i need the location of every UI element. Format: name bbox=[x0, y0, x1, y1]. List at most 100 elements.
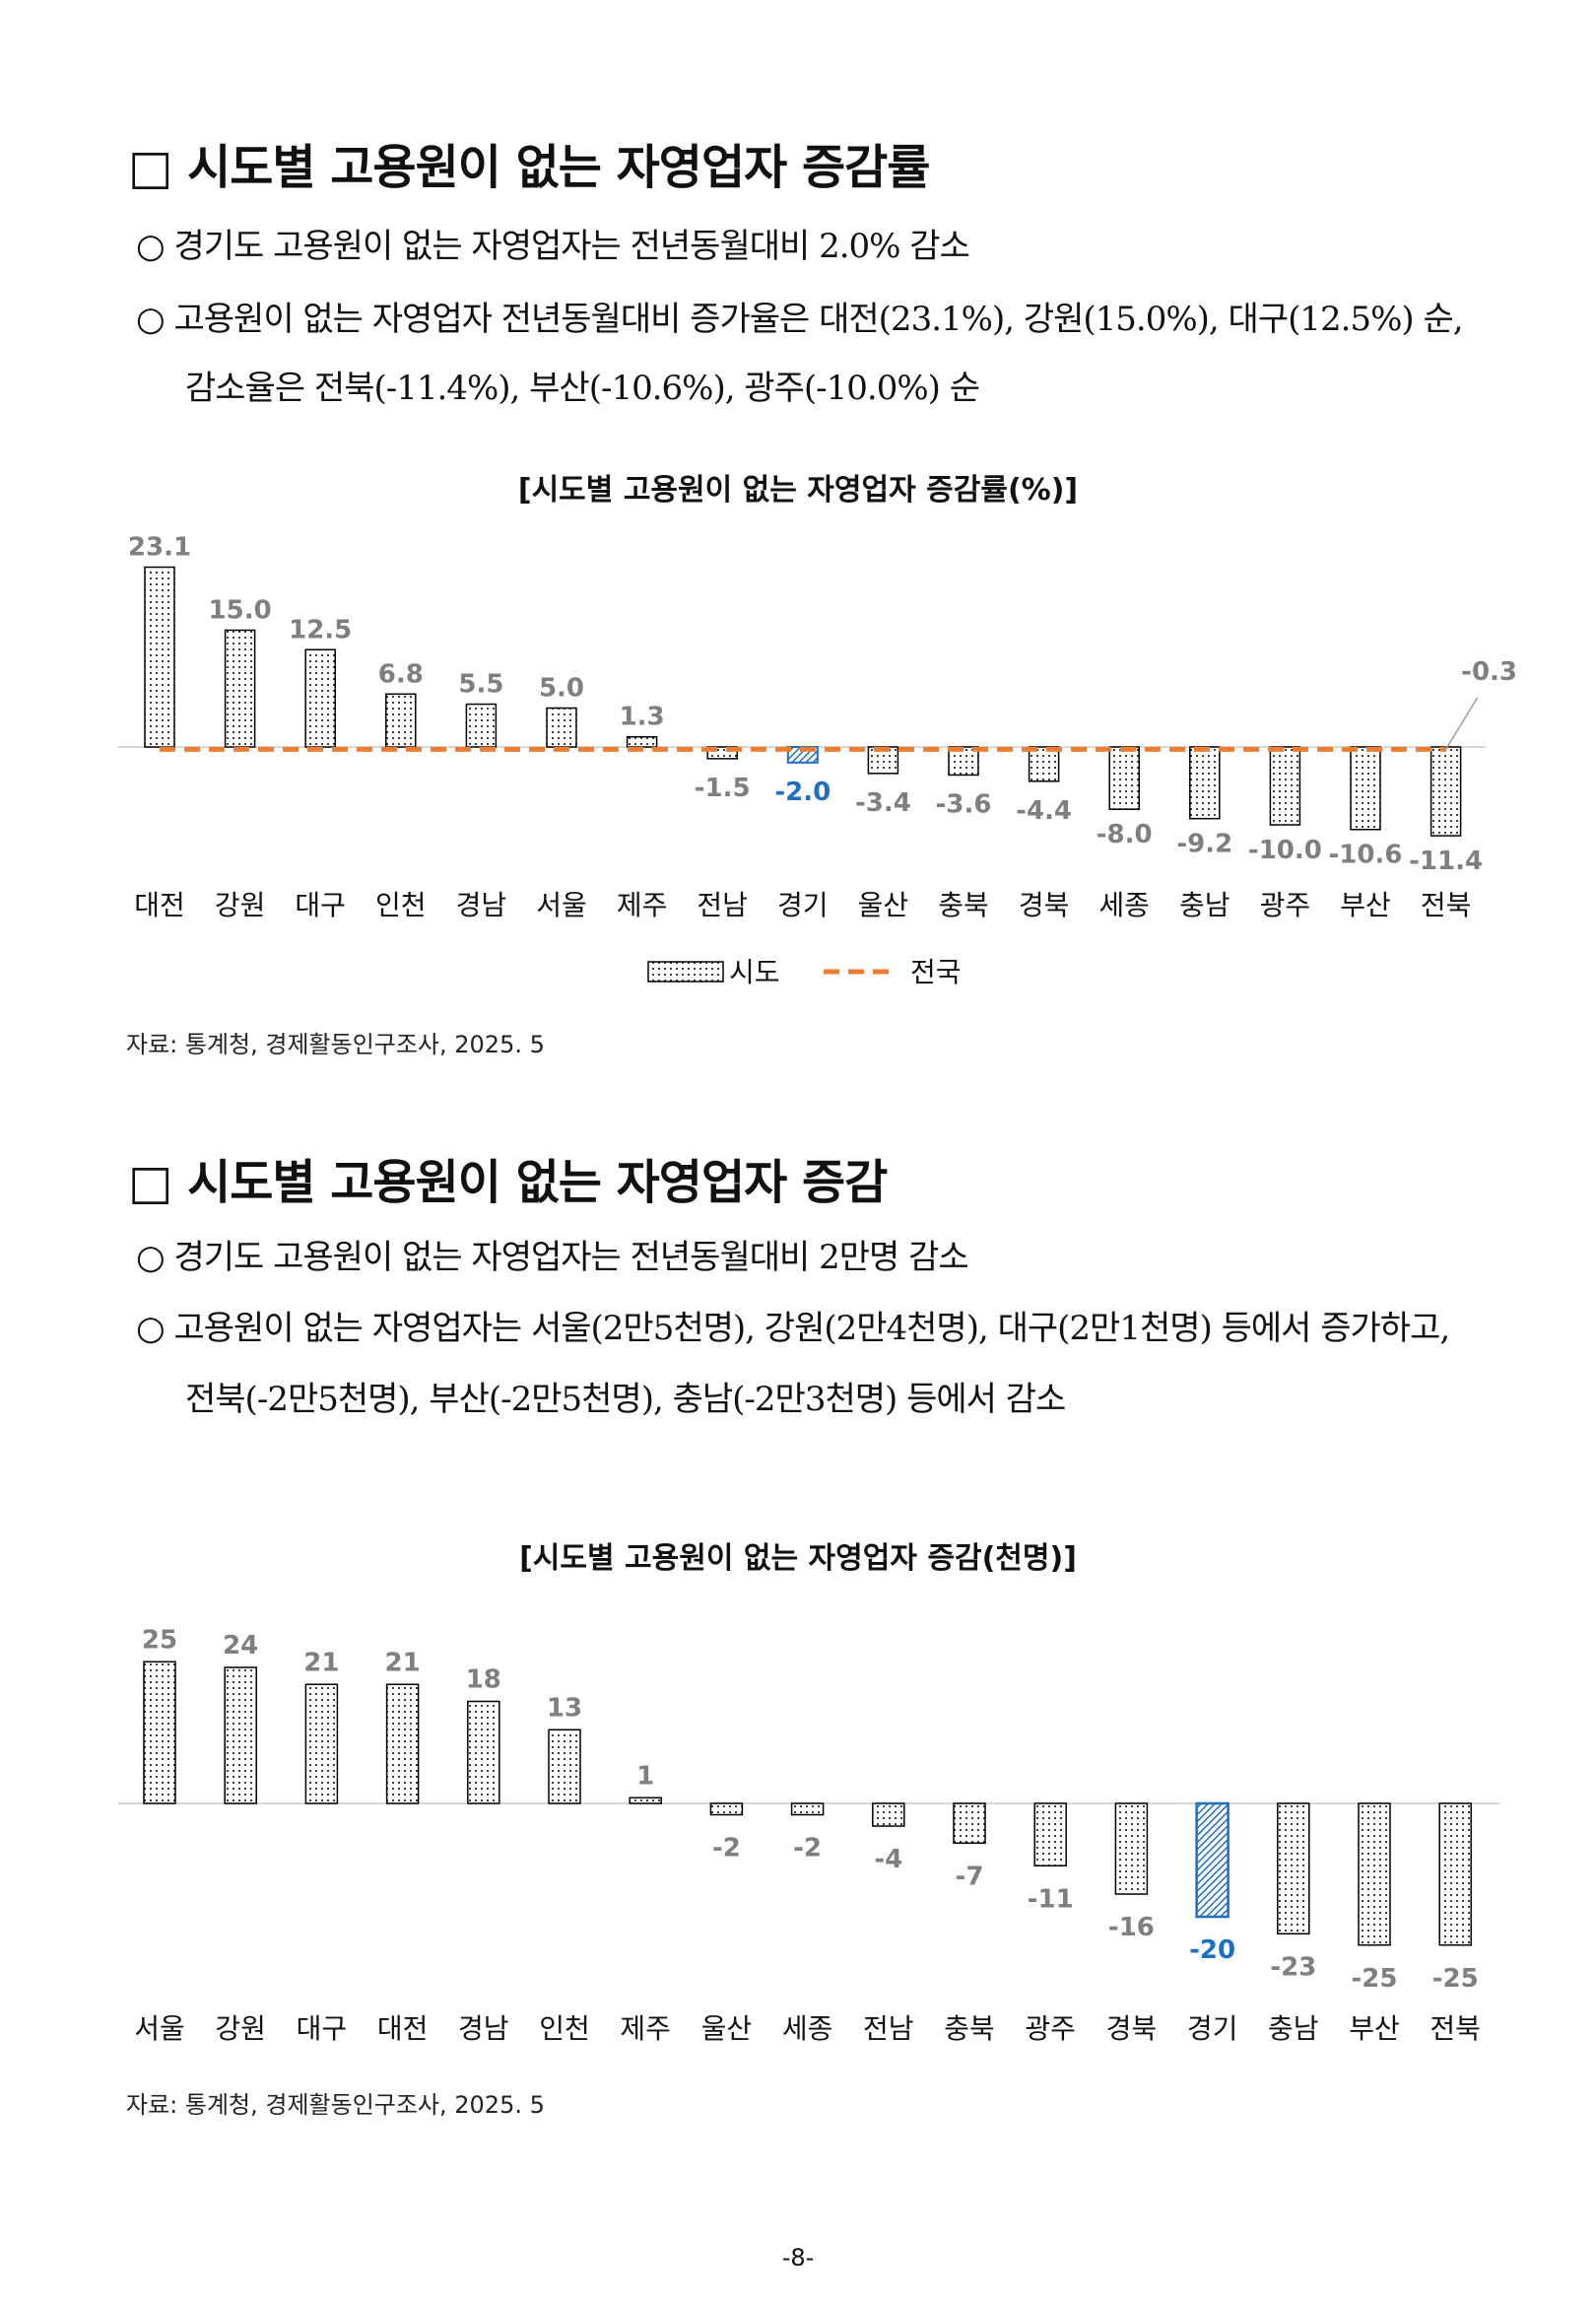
chart2-category-label-충남: 충남 bbox=[1268, 2012, 1319, 2045]
chart2-category-label-경남: 경남 bbox=[458, 2012, 509, 2045]
chart2-data-label-서울: 25 bbox=[142, 1625, 177, 1655]
chart2-bar-경남 bbox=[467, 1700, 500, 1804]
chart2-data-label-경남: 18 bbox=[466, 1665, 501, 1695]
chart1-category-label-경북: 경북 bbox=[1019, 889, 1070, 921]
chart2-data-label-전북: -25 bbox=[1432, 1964, 1479, 1994]
chart1-category-label-대구: 대구 bbox=[295, 889, 346, 921]
chart2-category-label-서울: 서울 bbox=[134, 2012, 185, 2045]
chart1-bar-세종 bbox=[1108, 746, 1140, 810]
chart1-category-label-광주: 광주 bbox=[1260, 889, 1311, 921]
chart1-data-label-전북: -11.4 bbox=[1409, 847, 1483, 876]
chart2-bar-울산 bbox=[709, 1802, 744, 1816]
chart2-bar-경기 bbox=[1195, 1801, 1230, 1919]
chart2-data-label-대구: 21 bbox=[303, 1648, 339, 1677]
chart1-data-label-경북: -4.4 bbox=[1016, 796, 1072, 826]
chart2-data-label-충북: -7 bbox=[956, 1862, 984, 1891]
chart1-national-leader bbox=[1444, 697, 1479, 750]
chart2-bar-제주 bbox=[629, 1797, 662, 1804]
chart2-category-label-제주: 제주 bbox=[620, 2012, 671, 2045]
chart1-legend-sido: 시도 bbox=[729, 956, 780, 988]
chart2-bar-인천 bbox=[548, 1729, 581, 1804]
chart2-category-label-경북: 경북 bbox=[1106, 2012, 1158, 2045]
chart1-rate-chart: 23.1 대전 15.0 강원 12.5 대구 6.8 인천 5.5 경남 5.0 서울 1.3 제주 -1… bbox=[118, 533, 1517, 988]
chart1-data-label-서울: 5.0 bbox=[539, 674, 584, 704]
chart2-bar-강원 bbox=[224, 1666, 257, 1804]
chart1-bar-대전 bbox=[144, 566, 175, 748]
chart1-category-label-경기: 경기 bbox=[777, 889, 829, 921]
chart1-category-label-충남: 충남 bbox=[1179, 889, 1230, 921]
chart2-data-label-전남: -4 bbox=[874, 1845, 902, 1874]
chart1-national-label: -0.3 bbox=[1461, 657, 1517, 687]
chart1-data-label-경남: 5.5 bbox=[458, 670, 503, 700]
chart1-legend-national: 전국 bbox=[910, 956, 962, 988]
chart2-bar-세종 bbox=[790, 1802, 825, 1816]
section2-source: 자료: 통계청, 경제활동인구조사, 2025. 5 bbox=[126, 2091, 545, 2119]
chart1-bar-전남 bbox=[706, 746, 738, 760]
section2-bullet-1: ○ 경기도 고용원이 없는 자영업자는 전년동월대비 2만명 감소 bbox=[136, 1238, 969, 1277]
chart2-data-label-부산: -25 bbox=[1352, 1964, 1398, 1994]
chart1-title: [시도별 고용원이 없는 자영업자 증감률(%)] bbox=[517, 473, 1079, 508]
chart2-data-label-인천: 13 bbox=[547, 1693, 582, 1723]
chart1-category-label-경남: 경남 bbox=[456, 889, 507, 921]
chart1-data-label-경기: -2.0 bbox=[774, 778, 831, 807]
chart2-category-label-대구: 대구 bbox=[297, 2012, 348, 2045]
chart2-bar-부산 bbox=[1358, 1802, 1391, 1946]
chart1-bar-광주 bbox=[1269, 746, 1301, 826]
chart2-category-label-광주: 광주 bbox=[1025, 2012, 1076, 2045]
chart2-category-label-세종: 세종 bbox=[782, 2012, 833, 2045]
section1-source: 자료: 통계청, 경제활동인구조사, 2025. 5 bbox=[126, 1031, 545, 1058]
section2-bullet-2-cont: 전북(-2만5천명), 부산(-2만5천명), 충남(-2만3천명) 등에서 감… bbox=[185, 1380, 1066, 1419]
chart2-data-label-광주: -11 bbox=[1028, 1884, 1074, 1914]
chart1-category-label-충북: 충북 bbox=[938, 889, 989, 921]
chart2-bar-충남 bbox=[1277, 1802, 1310, 1934]
chart2-bar-서울 bbox=[143, 1661, 176, 1804]
chart1-category-label-강원: 강원 bbox=[215, 889, 266, 921]
section2-bullet-2: ○ 고용원이 없는 자영업자는 서울(2만5천명), 강원(2만4천명), 대구… bbox=[136, 1309, 1450, 1348]
chart1-data-label-광주: -10.0 bbox=[1248, 836, 1322, 865]
chart2-data-label-경북: -16 bbox=[1108, 1913, 1155, 1942]
chart2-data-label-세종: -2 bbox=[793, 1834, 822, 1864]
section2-heading: □ 시도별 고용원이 없는 자영업자 증감 bbox=[128, 1155, 888, 1210]
chart1-category-label-울산: 울산 bbox=[858, 889, 909, 921]
section1-bullet-2-cont: 감소율은 전북(-11.4%), 부산(-10.6%), 광주(-10.0%) … bbox=[185, 369, 980, 408]
chart1-data-label-제주: 1.3 bbox=[620, 703, 665, 732]
chart1-data-label-대구: 12.5 bbox=[289, 615, 352, 644]
chart2-bar-대전 bbox=[385, 1683, 420, 1804]
section1-bullet-1: ○ 경기도 고용원이 없는 자영업자는 전년동월대비 2.0% 감소 bbox=[136, 227, 970, 266]
chart2-bar-대구 bbox=[304, 1683, 339, 1804]
chart2-data-label-제주: 1 bbox=[636, 1761, 654, 1791]
chart1-data-label-인천: 6.8 bbox=[378, 659, 424, 689]
chart1-category-label-부산: 부산 bbox=[1340, 889, 1391, 921]
chart2-bar-충북 bbox=[953, 1802, 986, 1844]
chart1-category-label-대전: 대전 bbox=[134, 889, 185, 921]
chart2-category-label-대전: 대전 bbox=[377, 2012, 429, 2045]
chart1-bar-대구 bbox=[304, 648, 336, 748]
chart2-title: [시도별 고용원이 없는 자영업자 증감(천명)] bbox=[519, 1541, 1077, 1576]
chart1-bar-부산 bbox=[1350, 746, 1381, 831]
chart1-data-label-대전: 23.1 bbox=[128, 533, 191, 563]
chart2-data-label-경기: -20 bbox=[1189, 1935, 1235, 1965]
chart1-category-label-제주: 제주 bbox=[617, 889, 668, 921]
chart1-category-label-전북: 전북 bbox=[1421, 889, 1472, 921]
chart1-category-label-세종: 세종 bbox=[1098, 889, 1150, 921]
chart1-legend-swatch-sido bbox=[647, 961, 724, 983]
page-number: -8- bbox=[781, 2244, 815, 2272]
chart2-category-label-인천: 인천 bbox=[539, 2012, 590, 2045]
chart1-bar-전북 bbox=[1430, 746, 1462, 837]
chart2-category-label-충북: 충북 bbox=[944, 2012, 995, 2045]
chart1-data-label-전남: -1.5 bbox=[695, 774, 751, 803]
chart2-data-label-울산: -2 bbox=[712, 1834, 741, 1864]
chart1-bar-서울 bbox=[546, 707, 577, 748]
section1-bullet-2: ○ 고용원이 없는 자영업자 전년동월대비 증가율은 대전(23.1%), 강원… bbox=[136, 300, 1464, 339]
chart2-bar-경북 bbox=[1114, 1802, 1149, 1895]
chart2-bar-전북 bbox=[1438, 1802, 1472, 1946]
chart2-change-chart: 25 서울 24 강원 21 대구 21 대전 18 경남 13 인천 1 제주 -2 울산 -2 세종 -4 전남 -… bbox=[118, 1625, 1499, 2045]
chart2-data-label-강원: 24 bbox=[223, 1631, 258, 1661]
chart1-bar-제주 bbox=[626, 735, 658, 748]
chart2-category-label-울산: 울산 bbox=[701, 2012, 753, 2045]
chart2-bar-광주 bbox=[1033, 1802, 1067, 1866]
chart2-data-label-충남: -23 bbox=[1270, 1952, 1316, 1982]
chart2-data-label-대전: 21 bbox=[385, 1648, 421, 1677]
section1-heading: □ 시도별 고용원이 없는 자영업자 증감률 bbox=[128, 140, 930, 195]
chart1-bar-충남 bbox=[1189, 746, 1221, 820]
